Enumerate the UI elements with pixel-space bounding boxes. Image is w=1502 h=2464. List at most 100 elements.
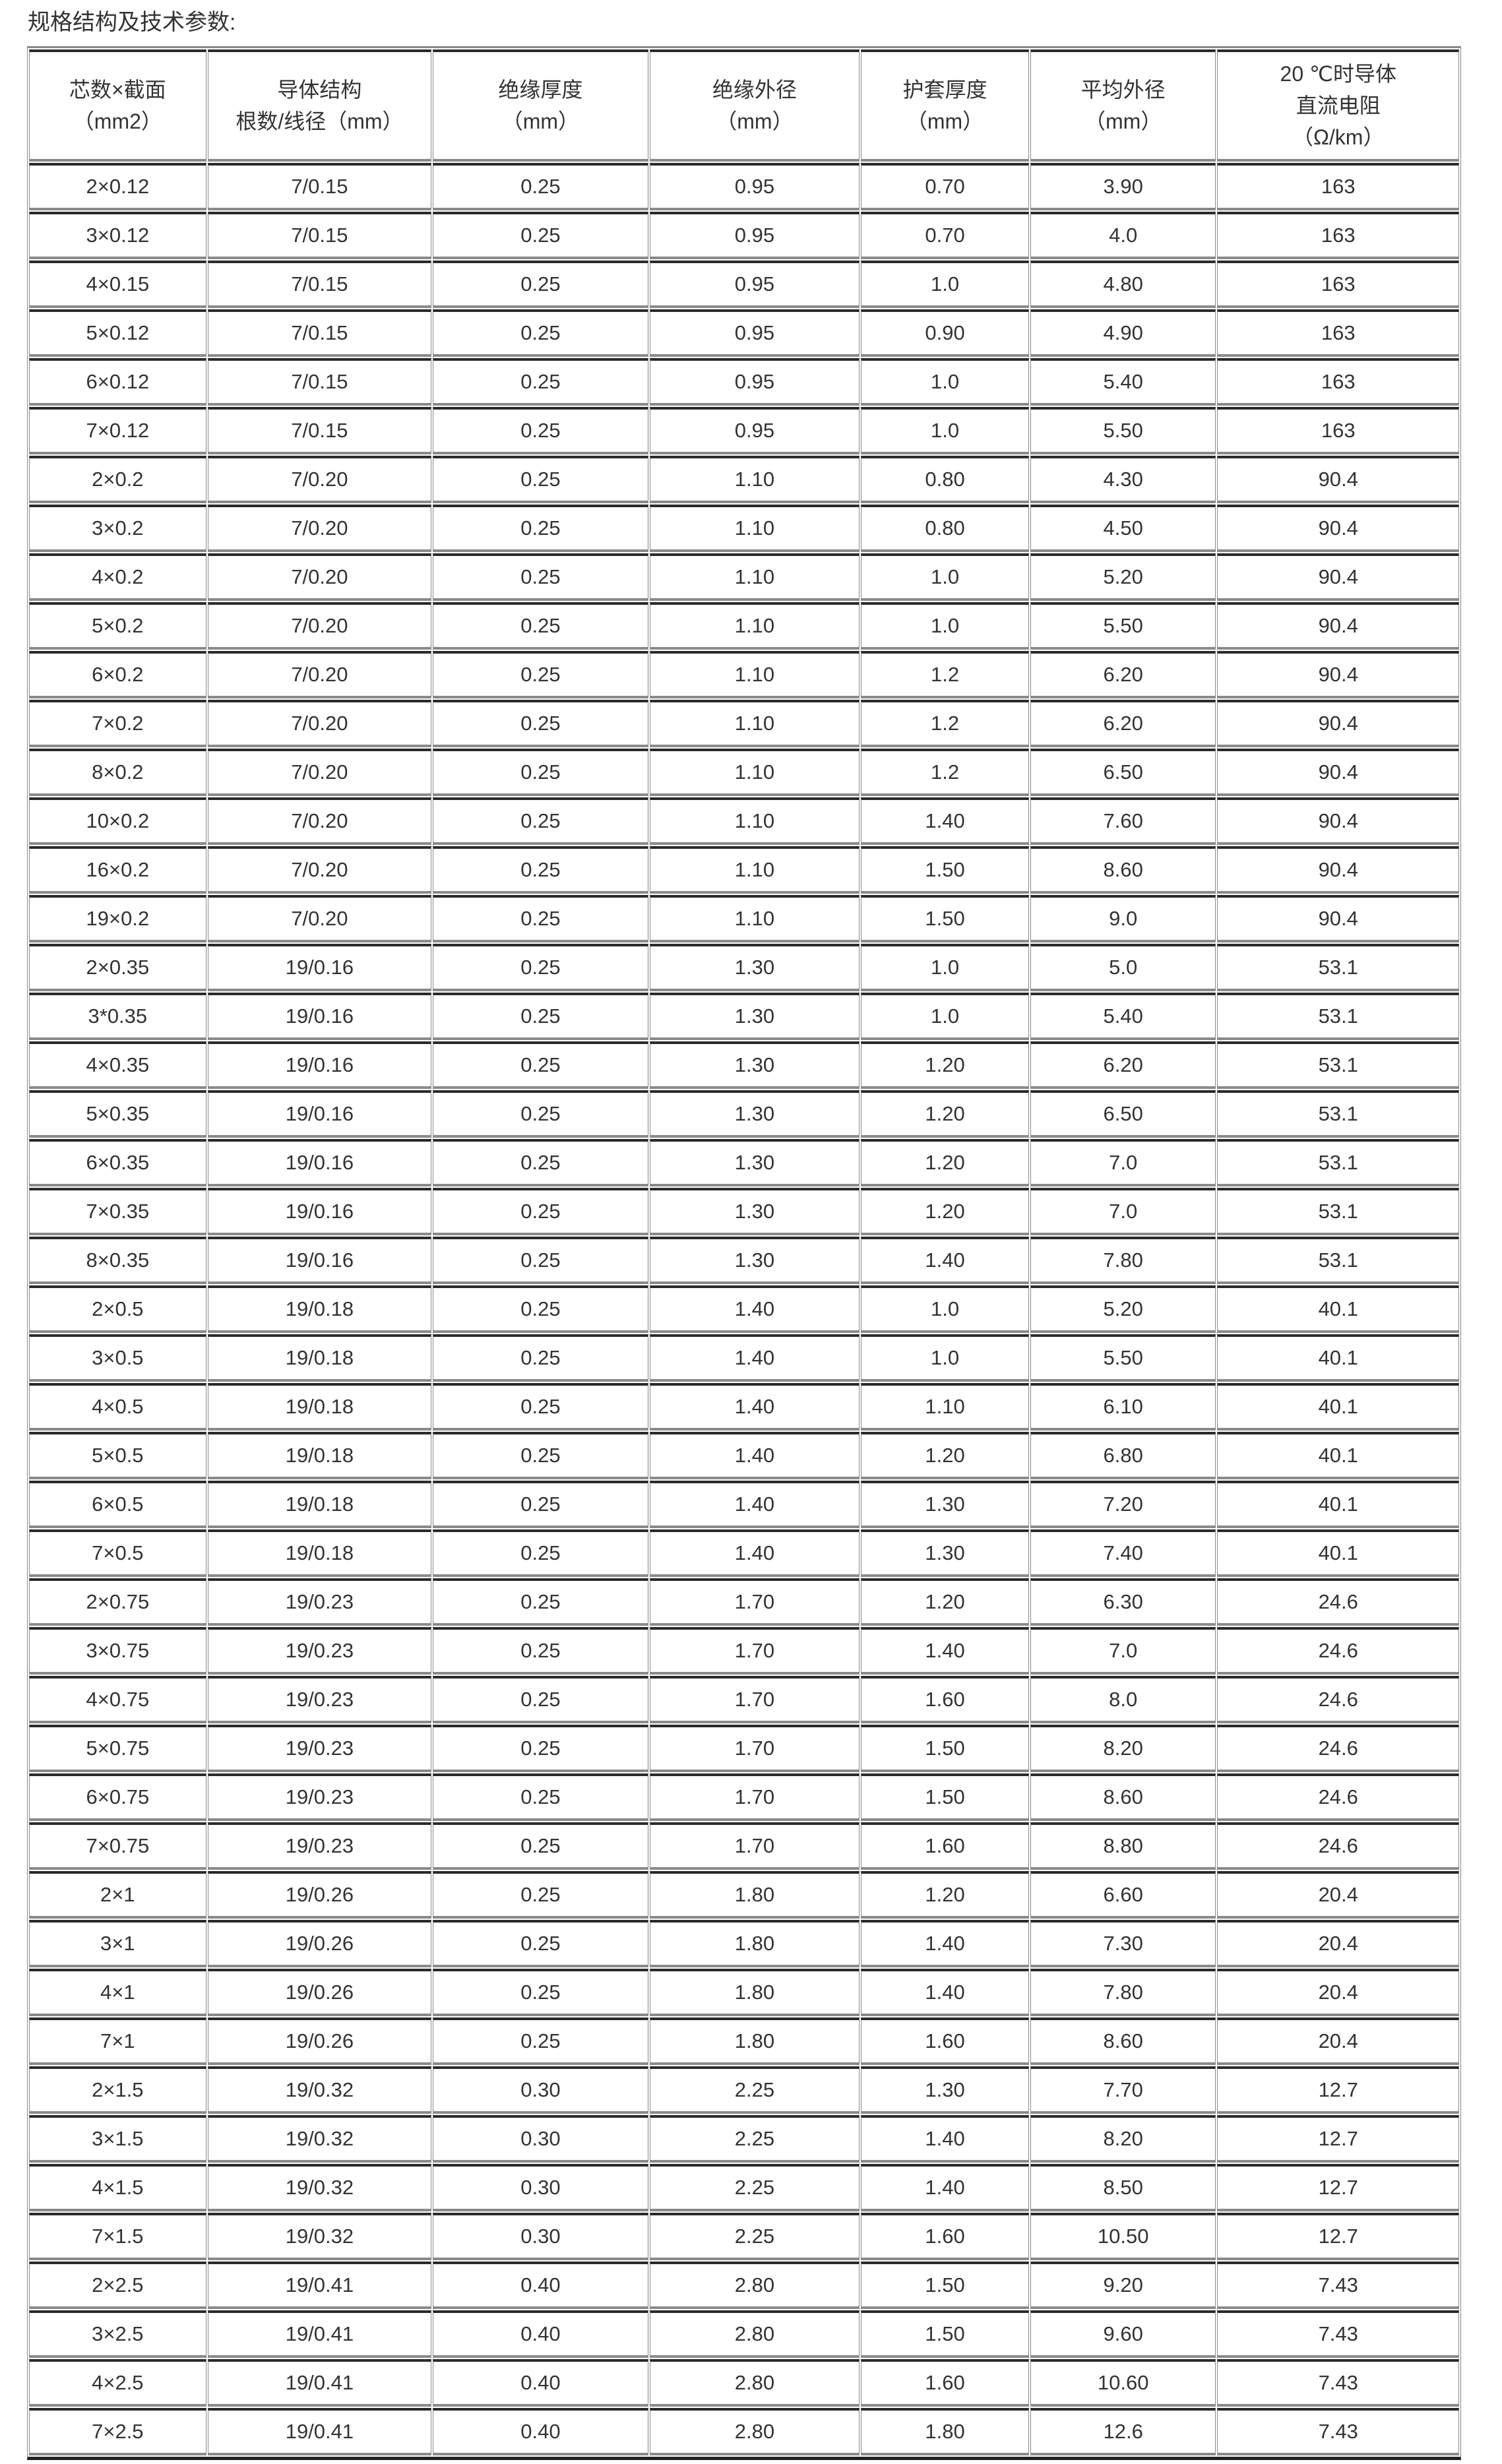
cell-insulation-thickness: 0.25 bbox=[433, 700, 648, 747]
cell-insulation-thickness: 0.25 bbox=[433, 993, 648, 1040]
cell-average-outer-diameter: 6.50 bbox=[1030, 749, 1216, 796]
cell-average-outer-diameter: 6.10 bbox=[1030, 1383, 1216, 1431]
cell-conductor-structure: 19/0.32 bbox=[207, 2066, 432, 2114]
cell-insulation-outer-diameter: 0.95 bbox=[649, 212, 860, 259]
table-row: 5×0.35 19/0.16 0.25 1.30 1.20 6.50 53.1 bbox=[29, 1090, 1459, 1138]
cell-sheath-thickness: 1.60 bbox=[861, 1822, 1029, 1870]
cell-insulation-outer-diameter: 1.70 bbox=[649, 1822, 860, 1870]
cell-conductor-structure: 7/0.20 bbox=[207, 700, 432, 747]
cell-core-section: 6×0.35 bbox=[29, 1139, 206, 1186]
cell-insulation-outer-diameter: 1.30 bbox=[649, 1041, 860, 1089]
cell-conductor-structure: 7/0.15 bbox=[207, 407, 432, 454]
cell-insulation-outer-diameter: 1.40 bbox=[649, 1383, 860, 1431]
cell-core-section: 3×1.5 bbox=[29, 2115, 206, 2163]
cell-conductor-structure: 19/0.26 bbox=[207, 1969, 432, 2016]
cell-average-outer-diameter: 6.60 bbox=[1030, 1871, 1216, 1919]
cell-sheath-thickness: 1.20 bbox=[861, 1139, 1029, 1186]
cell-conductor-structure: 19/0.23 bbox=[207, 1578, 432, 1626]
cell-core-section: 6×0.75 bbox=[29, 1773, 206, 1821]
cell-conductor-structure: 19/0.18 bbox=[207, 1529, 432, 1577]
cell-insulation-thickness: 0.25 bbox=[433, 1529, 648, 1577]
cell-core-section: 2×0.35 bbox=[29, 944, 206, 991]
cell-insulation-thickness: 0.25 bbox=[433, 1920, 648, 1967]
cell-insulation-outer-diameter: 2.25 bbox=[649, 2066, 860, 2114]
cell-conductor-structure: 19/0.18 bbox=[207, 1334, 432, 1382]
header-label: 直流电阻 bbox=[1296, 94, 1381, 117]
cell-conductor-structure: 19/0.41 bbox=[207, 2359, 432, 2407]
cell-core-section: 7×0.75 bbox=[29, 1822, 206, 1870]
cell-dc-resistance: 163 bbox=[1217, 407, 1459, 454]
cell-conductor-structure: 19/0.18 bbox=[207, 1383, 432, 1431]
cell-sheath-thickness: 1.60 bbox=[861, 2017, 1029, 2065]
cell-dc-resistance: 12.7 bbox=[1217, 2164, 1459, 2211]
cell-insulation-thickness: 0.25 bbox=[433, 261, 648, 308]
table-row: 5×0.5 19/0.18 0.25 1.40 1.20 6.80 40.1 bbox=[29, 1432, 1459, 1479]
cell-dc-resistance: 53.1 bbox=[1217, 1188, 1459, 1235]
cell-insulation-outer-diameter: 1.70 bbox=[649, 1578, 860, 1626]
table-row: 4×0.5 19/0.18 0.25 1.40 1.10 6.10 40.1 bbox=[29, 1383, 1459, 1431]
cell-average-outer-diameter: 7.80 bbox=[1030, 1969, 1216, 2016]
cell-sheath-thickness: 1.0 bbox=[861, 1285, 1029, 1333]
cell-insulation-thickness: 0.25 bbox=[433, 1334, 648, 1382]
table-row: 6×0.35 19/0.16 0.25 1.30 1.20 7.0 53.1 bbox=[29, 1139, 1459, 1186]
table-row: 7×1.5 19/0.32 0.30 2.25 1.60 10.50 12.7 bbox=[29, 2213, 1459, 2260]
cell-average-outer-diameter: 5.20 bbox=[1030, 1285, 1216, 1333]
cell-insulation-thickness: 0.25 bbox=[433, 407, 648, 454]
header-label: （mm） bbox=[906, 109, 984, 133]
cell-conductor-structure: 19/0.32 bbox=[207, 2164, 432, 2211]
cell-insulation-thickness: 0.25 bbox=[433, 1090, 648, 1138]
table-row: 2×1.5 19/0.32 0.30 2.25 1.30 7.70 12.7 bbox=[29, 2066, 1459, 2114]
cell-dc-resistance: 7.43 bbox=[1217, 2359, 1459, 2407]
cell-insulation-outer-diameter: 2.80 bbox=[649, 2408, 860, 2455]
cell-insulation-outer-diameter: 1.30 bbox=[649, 1139, 860, 1186]
table-row: 7×0.5 19/0.18 0.25 1.40 1.30 7.40 40.1 bbox=[29, 1529, 1459, 1577]
table-row: 4×0.2 7/0.20 0.25 1.10 1.0 5.20 90.4 bbox=[29, 553, 1459, 601]
header-label: （mm） bbox=[1084, 109, 1162, 133]
cell-insulation-thickness: 0.40 bbox=[433, 2310, 648, 2358]
cell-insulation-thickness: 0.25 bbox=[433, 602, 648, 650]
cell-sheath-thickness: 1.40 bbox=[861, 1237, 1029, 1284]
table-row: 7×2.5 19/0.41 0.40 2.80 1.80 12.6 7.43 bbox=[29, 2408, 1459, 2455]
cell-conductor-structure: 7/0.20 bbox=[207, 749, 432, 796]
cell-insulation-outer-diameter: 0.95 bbox=[649, 163, 860, 210]
cell-average-outer-diameter: 6.30 bbox=[1030, 1578, 1216, 1626]
cell-average-outer-diameter: 12.6 bbox=[1030, 2408, 1216, 2455]
cell-core-section: 4×1.5 bbox=[29, 2164, 206, 2211]
cell-core-section: 7×0.5 bbox=[29, 1529, 206, 1577]
cell-insulation-outer-diameter: 1.80 bbox=[649, 1969, 860, 2016]
cell-average-outer-diameter: 5.50 bbox=[1030, 602, 1216, 650]
cell-insulation-thickness: 0.25 bbox=[433, 1627, 648, 1675]
cell-core-section: 16×0.2 bbox=[29, 846, 206, 894]
cell-sheath-thickness: 1.20 bbox=[861, 1090, 1029, 1138]
cell-sheath-thickness: 0.80 bbox=[861, 456, 1029, 503]
cell-dc-resistance: 90.4 bbox=[1217, 651, 1459, 698]
cell-dc-resistance: 53.1 bbox=[1217, 1041, 1459, 1089]
cell-conductor-structure: 19/0.41 bbox=[207, 2408, 432, 2455]
cell-insulation-outer-diameter: 1.30 bbox=[649, 944, 860, 991]
cell-insulation-outer-diameter: 2.25 bbox=[649, 2115, 860, 2163]
table-row: 3×0.2 7/0.20 0.25 1.10 0.80 4.50 90.4 bbox=[29, 505, 1459, 552]
cell-average-outer-diameter: 8.60 bbox=[1030, 1773, 1216, 1821]
cell-dc-resistance: 7.43 bbox=[1217, 2262, 1459, 2309]
cell-conductor-structure: 19/0.18 bbox=[207, 1481, 432, 1528]
cell-conductor-structure: 7/0.15 bbox=[207, 163, 432, 210]
table-row: 10×0.2 7/0.20 0.25 1.10 1.40 7.60 90.4 bbox=[29, 797, 1459, 845]
cell-conductor-structure: 19/0.16 bbox=[207, 944, 432, 991]
cell-dc-resistance: 40.1 bbox=[1217, 1285, 1459, 1333]
header-label: （mm） bbox=[716, 109, 794, 133]
cell-insulation-thickness: 0.40 bbox=[433, 2262, 648, 2309]
cell-conductor-structure: 7/0.20 bbox=[207, 846, 432, 894]
cell-average-outer-diameter: 7.80 bbox=[1030, 1237, 1216, 1284]
cell-core-section: 7×0.35 bbox=[29, 1188, 206, 1235]
cell-average-outer-diameter: 5.50 bbox=[1030, 1334, 1216, 1382]
cell-conductor-structure: 19/0.23 bbox=[207, 1627, 432, 1675]
cell-average-outer-diameter: 8.20 bbox=[1030, 2115, 1216, 2163]
cell-insulation-thickness: 0.25 bbox=[433, 1773, 648, 1821]
cell-dc-resistance: 163 bbox=[1217, 309, 1459, 357]
cell-insulation-outer-diameter: 1.10 bbox=[649, 553, 860, 601]
cell-dc-resistance: 7.43 bbox=[1217, 2408, 1459, 2455]
cell-insulation-outer-diameter: 0.95 bbox=[649, 407, 860, 454]
header-label: 导体结构 bbox=[277, 78, 362, 102]
cell-sheath-thickness: 1.20 bbox=[861, 1871, 1029, 1919]
cell-core-section: 2×0.2 bbox=[29, 456, 206, 503]
